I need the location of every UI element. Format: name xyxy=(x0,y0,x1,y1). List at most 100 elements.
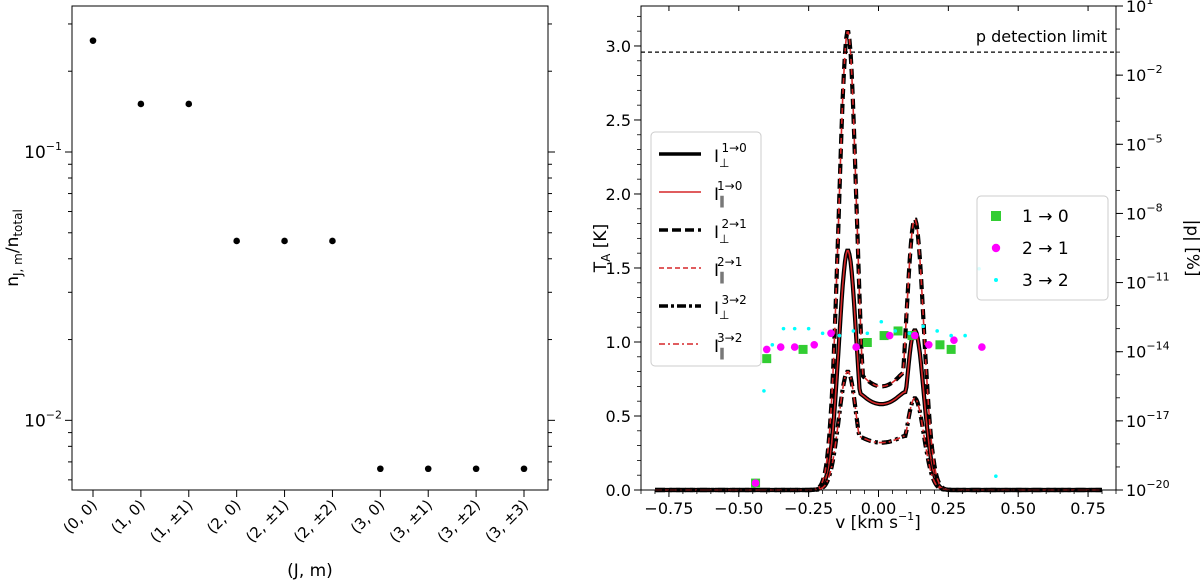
right-right-y-tick-label-7-base: 10 xyxy=(1126,481,1146,500)
legend-point-label-2: 3 → 2 xyxy=(1022,271,1069,291)
right-right-y-tick-label-0: 101 xyxy=(1126,0,1153,16)
pol-point-3-2 xyxy=(837,333,842,338)
right-right-y-tick-label-6-exp: −17 xyxy=(1146,409,1169,422)
legend-point-label-1: 2 → 1 xyxy=(1022,239,1069,259)
pol-point-3-2 xyxy=(921,324,926,329)
left-y-label-sub2: total xyxy=(11,209,25,236)
pol-point-2-1 xyxy=(810,341,819,349)
legend-sup: 2→1 xyxy=(721,217,746,231)
pol-point-2-1 xyxy=(885,331,894,340)
legend-line-label-4: I⊥3→2 xyxy=(714,293,747,322)
legend-letter: I xyxy=(714,337,719,357)
pol-point-2-1 xyxy=(911,331,919,340)
left-y-label-sep: /n xyxy=(3,237,23,254)
right-x-tick-label-6: 0.75 xyxy=(1070,499,1106,518)
legend-letter: I xyxy=(714,223,719,243)
left-y-tick-label-0-base: 10 xyxy=(24,143,46,163)
legend-sub: ∥ xyxy=(719,194,725,208)
v-label-main: v [km s xyxy=(835,513,898,533)
pol-point-2-1 xyxy=(852,343,860,351)
pol-point-3-2 xyxy=(865,331,870,336)
legend-sub: ⊥ xyxy=(719,156,729,170)
right-right-y-tick-label-5-base: 10 xyxy=(1126,343,1146,362)
points-legend: 1 → 0 2 → 1 3 → 2 xyxy=(976,195,1109,301)
right-x-tick-label-2: −0.25 xyxy=(784,499,833,518)
left-x-tick-label-1: (1, 0) xyxy=(107,496,148,537)
right-right-y-tick-label-1: 10−2 xyxy=(1126,63,1163,85)
left-x-tick-label-7: (3, ±1) xyxy=(386,496,436,546)
right-right-y-tick-label-4: 10−11 xyxy=(1126,271,1170,293)
right-right-y-tick-label-2-base: 10 xyxy=(1126,135,1146,154)
population-point-5 xyxy=(329,237,336,245)
legend-point-label-0: 1 → 0 xyxy=(1022,207,1069,227)
legend-line-label-2: I⊥2→1 xyxy=(714,217,747,246)
legend-marker-square xyxy=(991,211,1001,221)
pol-point-2-1 xyxy=(827,329,835,338)
detection-limit-label: p detection limit xyxy=(976,27,1107,46)
population-point-0 xyxy=(89,37,97,44)
pol-point-3-2 xyxy=(935,329,939,333)
left-y-ticks: 10−1 10−2 xyxy=(24,23,555,481)
legend-line-label-5: I∥3→2 xyxy=(714,331,742,360)
line-perp-2 xyxy=(655,369,1102,493)
left-panel-population-chart: 10−1 10−2 (0, 0) (1, 0)(1, ±1) (2, 0)(2, ±1… xyxy=(3,5,555,581)
polarization-points xyxy=(751,266,998,488)
legend-sub: ⊥ xyxy=(719,232,729,246)
right-left-y-tick-label-4: 2.0 xyxy=(606,185,631,204)
right-x-tick-label-3: 0.00 xyxy=(861,499,897,518)
right-right-y-tick-label-6: 10−17 xyxy=(1126,409,1170,431)
right-left-y-tick-label-3: 1.5 xyxy=(606,259,631,278)
left-plot-frame xyxy=(71,5,549,491)
pol-point-3-2 xyxy=(949,333,953,338)
population-point-4 xyxy=(281,237,288,245)
right-right-y-tick-label-5-exp: −14 xyxy=(1146,340,1169,353)
left-x-tick-label-4: (2, ±1) xyxy=(242,496,292,546)
pol-point-2-1 xyxy=(751,479,760,487)
legend-line-label-3: I∥2→1 xyxy=(714,255,742,284)
left-x-tick-label-3: (2, 0) xyxy=(203,496,244,537)
legend-marker-circle xyxy=(991,243,1001,253)
left-points xyxy=(89,37,528,473)
legend-letter: I xyxy=(714,299,719,319)
right-right-y-tick-label-6-base: 10 xyxy=(1126,412,1146,431)
right-right-y-tick-label-3: 10−8 xyxy=(1126,201,1163,223)
legend-sub: ∥ xyxy=(719,270,725,284)
right-left-y-tick-label-0: 0.0 xyxy=(606,481,631,500)
pol-point-1-0 xyxy=(893,326,903,336)
right-right-y-tick-label-1-base: 10 xyxy=(1126,66,1146,85)
right-x-ticks: −0.75 −0.50 −0.25 0.00 0.25 0.50 0.75 xyxy=(640,6,1117,518)
population-point-8 xyxy=(472,465,480,473)
right-x-axis-label: v [km s−1] xyxy=(835,510,921,533)
left-x-ticks: (0, 0) (1, 0)(1, ±1) (2, 0)(2, ±1)(2, ±2)(… xyxy=(60,490,532,546)
pol-point-1-0 xyxy=(946,344,956,354)
ta-label-base: T xyxy=(591,261,611,273)
right-left-y-tick-label-5: 2.5 xyxy=(606,111,631,130)
left-y-tick-label-0-exp: −1 xyxy=(46,140,62,153)
left-y-tick-label-1: 10−2 xyxy=(24,408,62,431)
left-x-tick-label-2: (1, ±1) xyxy=(146,496,196,546)
pol-point-3-2 xyxy=(963,333,967,338)
pol-point-1-0 xyxy=(762,354,772,364)
pol-point-2-1 xyxy=(762,345,771,354)
line-legend-box xyxy=(650,131,762,367)
legend-sup: 1→0 xyxy=(717,179,742,193)
line-legend: I⊥1→0I∥1→0I⊥2→1I∥2→1I⊥3→2I∥3→2 xyxy=(650,131,762,367)
legend-line-label-1: I∥1→0 xyxy=(714,179,742,208)
right-left-y-tick-label-1: 0.5 xyxy=(606,407,631,426)
pol-point-1-0 xyxy=(862,337,872,347)
legend-letter: I xyxy=(714,261,719,281)
right-x-tick-label-1: −0.50 xyxy=(714,499,763,518)
left-y-tick-label-0: 10−1 xyxy=(24,140,62,163)
right-right-y-tick-label-4-exp: −11 xyxy=(1146,271,1169,284)
right-x-tick-label-4: 0.25 xyxy=(931,499,967,518)
pol-point-1-0 xyxy=(798,344,808,354)
right-left-y-tick-label-6: 3.0 xyxy=(606,37,631,56)
legend-line-label-0: I⊥1→0 xyxy=(714,141,747,170)
legend-sup: 2→1 xyxy=(717,255,742,269)
ta-label-rest: [K] xyxy=(591,224,611,254)
pol-point-3-2 xyxy=(806,326,811,331)
right-x-tick-label-0: −0.75 xyxy=(644,499,693,518)
left-x-tick-label-5: (2, ±2) xyxy=(290,496,340,546)
legend-sup: 1→0 xyxy=(721,141,746,155)
